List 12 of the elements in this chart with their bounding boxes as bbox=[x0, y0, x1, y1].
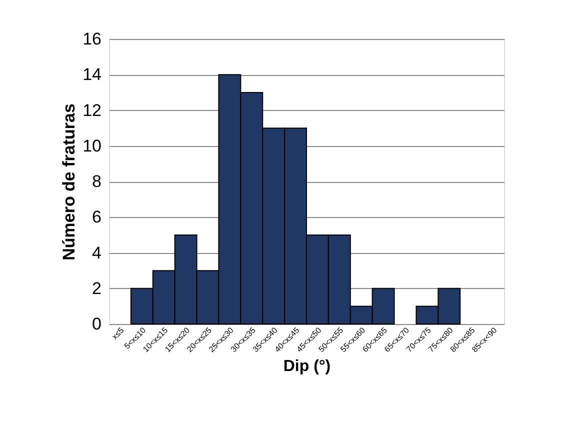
y-tick-label: 10 bbox=[82, 136, 102, 156]
x-axis-title: Dip (°) bbox=[283, 358, 331, 376]
y-tick-label: 4 bbox=[92, 243, 102, 262]
y-tick-label: 0 bbox=[92, 314, 102, 334]
y-tick-label: 8 bbox=[92, 172, 102, 191]
y-axis-title: Número de fraturas bbox=[60, 104, 79, 260]
x-tick-label: x≤5 bbox=[110, 325, 126, 342]
y-tick-label: 14 bbox=[82, 65, 102, 84]
y-tick-label: 2 bbox=[92, 278, 102, 298]
y-tick-label: 12 bbox=[82, 100, 102, 120]
y-tick-label: 16 bbox=[82, 30, 102, 48]
y-tick-label: 6 bbox=[92, 208, 102, 227]
